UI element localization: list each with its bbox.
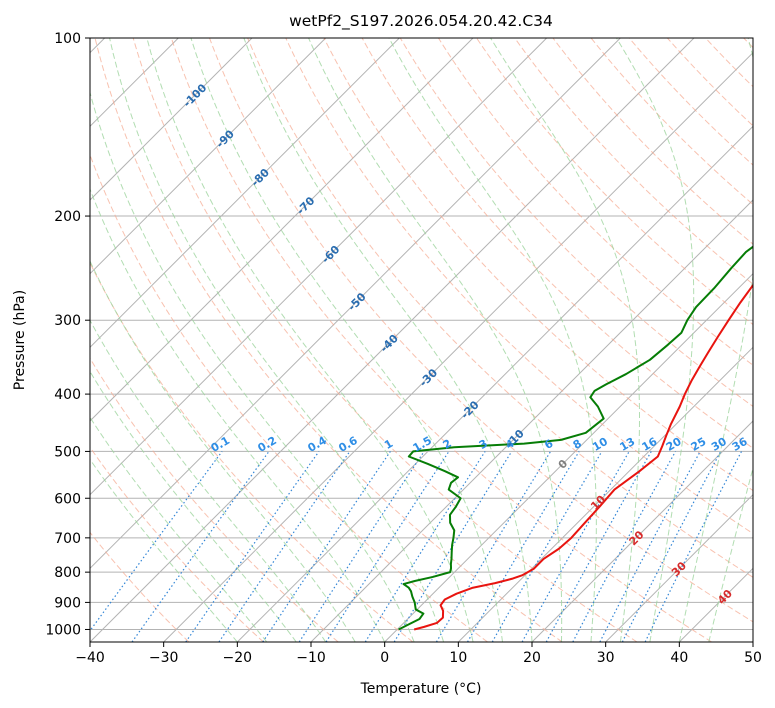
isotherm-line <box>163 51 753 642</box>
y-axis-label: Pressure (hPa) <box>12 290 28 390</box>
mixing-ratio-line <box>393 451 513 642</box>
plot-frame <box>89 37 754 643</box>
mixing-ratio-line <box>131 451 270 642</box>
moist-adiabat-line <box>90 259 356 642</box>
x-tick-label: −40 <box>75 650 105 666</box>
dry-adiabat-line <box>285 38 753 535</box>
moist-adiabat-line <box>90 90 415 642</box>
dry-adiabat-line <box>90 153 488 642</box>
isotherm-line <box>90 38 695 642</box>
mixing-ratio-line <box>90 451 223 632</box>
dry-adiabat-line <box>514 38 753 285</box>
isotherm-line <box>90 38 400 349</box>
isotherm-line <box>384 272 753 642</box>
moist-adiabat-line <box>109 38 445 642</box>
moist-adiabat-line <box>489 38 640 642</box>
axis-ticks: −40 −30 −20 −10 0 10 20 30 40 50 100 200 300 400 500 60… <box>45 31 762 666</box>
moist-adiabat-line <box>190 38 504 642</box>
moist-adiabat-line <box>146 38 474 642</box>
mixing-ratio-line <box>325 451 450 642</box>
dry-adiabat-line <box>209 38 753 623</box>
dry-adiabat-line <box>323 38 753 492</box>
y-tick-label: 600 <box>54 491 81 507</box>
x-tick-label: 50 <box>744 650 762 666</box>
mixing-ratio-line <box>466 451 580 642</box>
y-tick-label: 300 <box>54 313 81 329</box>
profile-lines <box>398 245 753 631</box>
moist-adiabat-line <box>90 187 386 642</box>
isotherm-line <box>236 125 753 642</box>
moist-adiabat-line <box>90 458 238 642</box>
x-tick-label: 10 <box>449 650 467 666</box>
isotherm-line <box>90 38 474 422</box>
mixing-ratio-line <box>572 451 677 642</box>
y-tick-label: 200 <box>54 209 81 225</box>
dry-adiabat-line <box>552 38 753 245</box>
isotherm-line <box>90 38 621 570</box>
moist-adiabat-line <box>90 370 297 642</box>
y-tick-label: 500 <box>54 444 81 460</box>
dewpoint-profile-line <box>398 245 753 631</box>
isotherm-line <box>90 38 253 201</box>
moist-adiabat-line <box>615 38 695 642</box>
isotherm-line <box>90 38 327 275</box>
mixing-ratio-line <box>521 451 630 642</box>
y-tick-label: 700 <box>54 531 81 547</box>
y-tick-label: 800 <box>54 565 81 581</box>
dry-adiabat-line <box>90 531 190 642</box>
dry-adiabat-line <box>94 38 563 642</box>
isotherm-line <box>605 493 753 642</box>
x-axis-label: Temperature (°C) <box>360 681 482 697</box>
x-tick-label: −20 <box>223 650 253 666</box>
dry-adiabat-line <box>90 357 339 642</box>
x-tick-label: 40 <box>670 650 688 666</box>
y-tick-label: 1000 <box>45 622 81 638</box>
moist-adiabat-line <box>308 38 563 642</box>
x-tick-label: −30 <box>149 650 179 666</box>
background-lines <box>90 38 753 642</box>
moist-adiabat-line <box>90 319 327 642</box>
mixing-ratio-line <box>435 451 552 642</box>
x-tick-label: −10 <box>296 650 326 666</box>
moist-adiabat-line <box>388 38 597 642</box>
isotherm-line <box>90 38 548 496</box>
dry-adiabat-line <box>361 38 753 449</box>
x-tick-label: 30 <box>597 650 615 666</box>
dry-adiabat-line <box>247 38 753 578</box>
dry-adiabat-line <box>590 38 753 206</box>
mixing-ratio-line <box>218 451 351 642</box>
x-tick-label: 0 <box>380 650 389 666</box>
x-tick-label: 20 <box>523 650 541 666</box>
temperature-profile-line <box>413 283 753 631</box>
dry-adiabat-line <box>438 38 753 366</box>
y-tick-label: 900 <box>54 595 81 611</box>
moist-adiabat-line <box>678 38 753 642</box>
moist-adiabat-line <box>243 38 533 642</box>
mixing-ratio-line <box>364 451 486 642</box>
mixing-ratio-line <box>491 451 603 642</box>
dry-adiabat-line <box>132 38 638 642</box>
y-tick-label: 400 <box>54 387 81 403</box>
chart-title: wetPf2_S197.2026.054.20.42.C34 <box>289 12 553 31</box>
dry-adiabat-line <box>399 38 753 408</box>
y-tick-label: 100 <box>54 31 81 47</box>
mixing-ratio-line <box>545 451 652 642</box>
dry-adiabat-line <box>90 261 414 642</box>
